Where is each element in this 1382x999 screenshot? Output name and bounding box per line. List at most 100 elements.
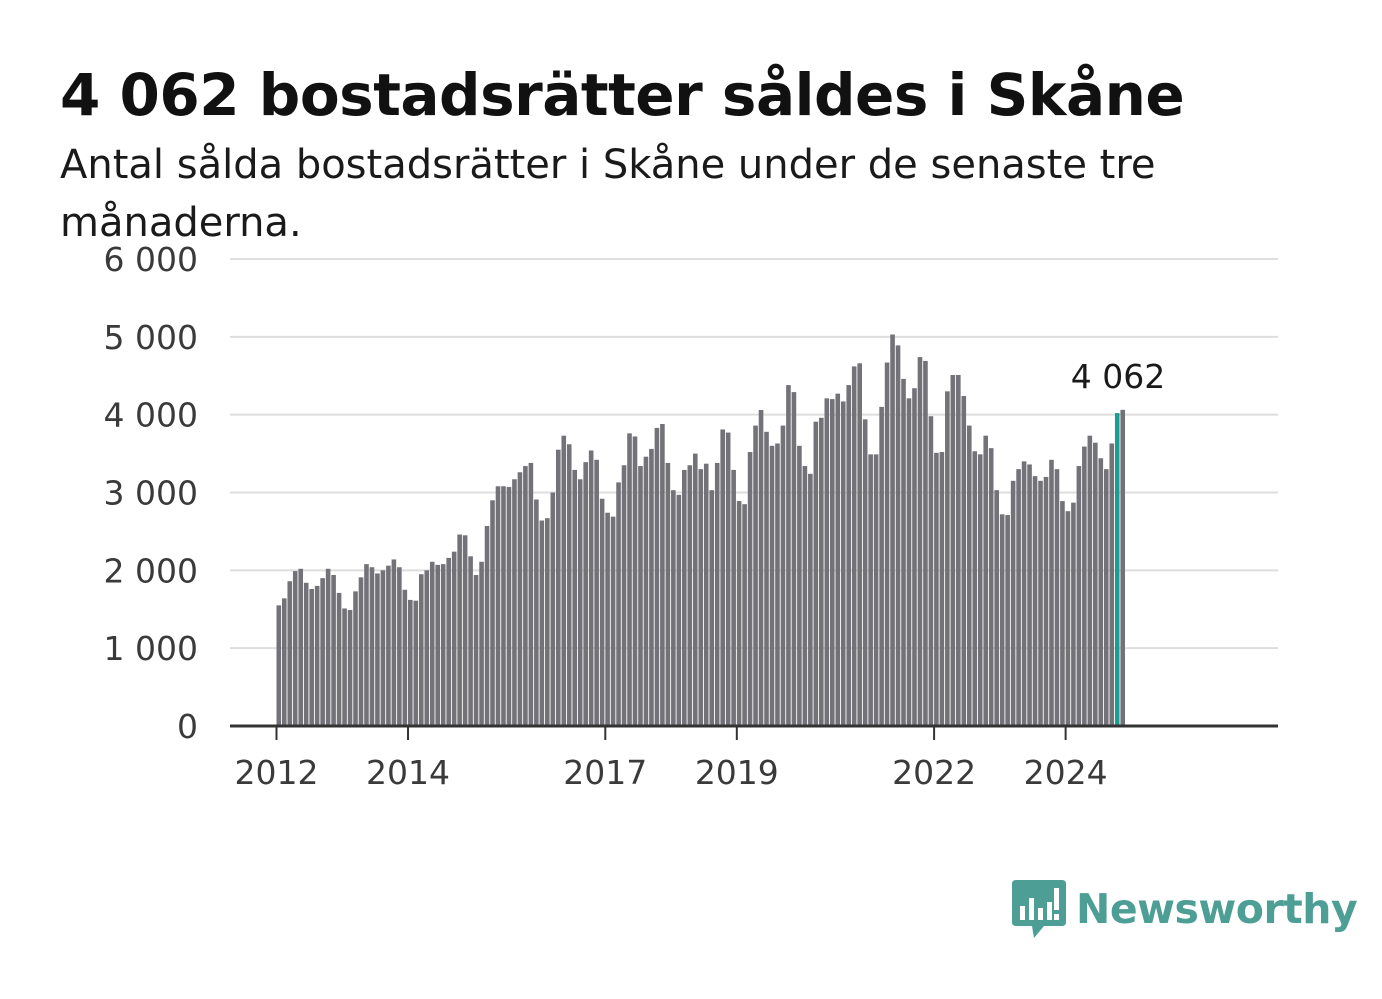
bar xyxy=(819,417,824,726)
bar xyxy=(572,469,578,726)
bar xyxy=(276,605,282,726)
x-axis xyxy=(230,724,1278,740)
bar xyxy=(1010,480,1016,726)
bar xyxy=(917,357,923,726)
bar xyxy=(523,466,528,726)
bar xyxy=(934,452,939,726)
bar xyxy=(775,443,780,726)
bar xyxy=(879,406,884,726)
bar xyxy=(671,490,676,726)
bar xyxy=(627,433,632,726)
bar xyxy=(632,436,638,726)
bar xyxy=(1038,480,1043,726)
bar xyxy=(539,520,545,726)
bar xyxy=(901,378,906,726)
bar xyxy=(364,564,369,726)
bar xyxy=(786,385,791,726)
bar xyxy=(654,427,660,726)
bar xyxy=(320,578,325,726)
bar xyxy=(676,494,682,726)
bar xyxy=(698,469,704,726)
newsworthy-logo-icon xyxy=(1012,880,1066,938)
bar xyxy=(1076,466,1082,726)
bar xyxy=(720,429,725,726)
bar xyxy=(709,490,715,726)
newsworthy-logo: Newsworthy xyxy=(1010,878,1358,940)
bar xyxy=(791,392,797,726)
bar xyxy=(988,448,994,726)
bar xyxy=(1027,464,1032,726)
bar xyxy=(1082,446,1087,726)
bar xyxy=(994,490,999,726)
bar xyxy=(528,462,534,726)
bar xyxy=(665,462,671,726)
bar xyxy=(851,366,857,726)
bar xyxy=(566,444,572,726)
x-tick-label: 2012 xyxy=(235,753,319,792)
x-tick-label: 2022 xyxy=(892,753,976,792)
x-tick-label: 2024 xyxy=(1024,753,1108,792)
bar xyxy=(325,568,331,726)
bar xyxy=(1032,476,1038,726)
bar xyxy=(687,465,693,726)
bar xyxy=(846,385,852,726)
bar xyxy=(534,499,539,726)
bar xyxy=(375,573,380,726)
highlight-value-label: 4 062 xyxy=(1071,357,1165,396)
bar xyxy=(506,487,512,726)
bar xyxy=(369,567,375,726)
bar xyxy=(292,571,298,726)
tick-labels: 0 1 000 2 000 3 000 4 000 5 000 6 000 2012 2014 2… xyxy=(104,240,1166,792)
bar xyxy=(397,567,402,726)
bar xyxy=(1065,511,1071,726)
bar xyxy=(692,453,698,726)
bar xyxy=(643,456,649,726)
y-tick-label: 0 xyxy=(177,707,198,746)
bar xyxy=(1005,515,1010,726)
bar xyxy=(457,534,462,726)
bar xyxy=(961,395,967,726)
bar xyxy=(780,425,786,726)
bar xyxy=(353,591,358,726)
bar xyxy=(479,561,484,726)
bar xyxy=(303,582,309,726)
bar xyxy=(813,421,819,726)
bar xyxy=(605,512,610,726)
bar xyxy=(391,559,397,726)
bar xyxy=(309,589,314,726)
bar xyxy=(501,486,506,726)
bar xyxy=(588,450,594,726)
bar xyxy=(660,424,665,726)
bar xyxy=(1049,459,1054,726)
bar xyxy=(413,600,419,726)
bar xyxy=(495,486,501,726)
bar xyxy=(1103,469,1109,726)
bar xyxy=(1016,469,1021,726)
bar-highlight xyxy=(1114,413,1120,726)
bar xyxy=(824,398,830,726)
bar xyxy=(802,466,808,726)
bar xyxy=(747,452,753,726)
bar xyxy=(451,551,457,726)
bar xyxy=(873,454,879,726)
bar xyxy=(829,399,835,726)
bar xyxy=(1093,442,1098,726)
bar xyxy=(725,432,731,726)
bar xyxy=(1054,469,1060,726)
bar xyxy=(512,479,517,726)
bar xyxy=(945,391,950,726)
bar xyxy=(555,449,561,726)
bar xyxy=(1109,443,1115,726)
bar xyxy=(966,425,972,726)
bar xyxy=(550,492,556,726)
bar xyxy=(939,452,945,726)
bar xyxy=(950,374,956,726)
bar xyxy=(764,431,769,726)
bar xyxy=(402,589,408,726)
bar xyxy=(1071,502,1076,726)
bar xyxy=(610,516,616,726)
bar xyxy=(446,557,451,726)
bar xyxy=(577,479,583,726)
bar xyxy=(972,451,978,726)
